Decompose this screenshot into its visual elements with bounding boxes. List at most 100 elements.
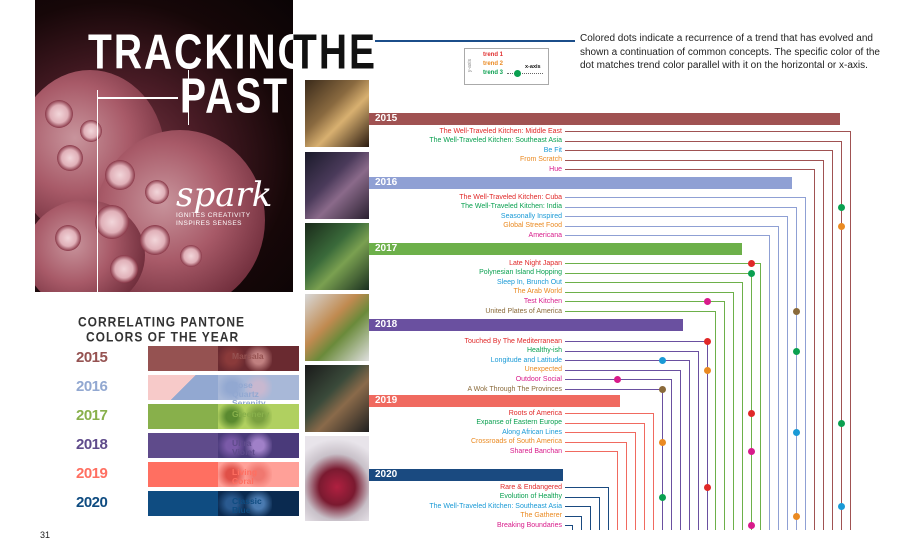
pantone-swatch (148, 375, 218, 400)
sucker-shape (180, 245, 202, 267)
pantone-photo-swatch (245, 433, 272, 458)
trend-connector (565, 225, 778, 227)
pantone-color-name: Classic Blue (232, 496, 262, 515)
trend-label: Healthy-ish (526, 347, 562, 355)
recurrence-dot (793, 429, 800, 437)
recurrence-dot (748, 260, 755, 267)
pantone-photo-swatch (245, 404, 272, 429)
pantone-photo-swatch (245, 462, 272, 487)
pantone-photo-swatch (245, 346, 272, 371)
recurrence-dot (748, 522, 755, 530)
trend-connector (565, 263, 760, 264)
trend-connector (565, 216, 787, 218)
recurrence-dot (838, 419, 845, 427)
trend-connector (565, 197, 805, 198)
legend-trend-1: trend 1 (483, 52, 504, 58)
trend-connector (565, 131, 850, 132)
trend-connector (565, 291, 733, 293)
page-title-tracking: TRACKING (88, 26, 310, 80)
pantone-year: 2016 (76, 378, 108, 395)
trend-label: The Well-Traveled Kitchen: Cuba (459, 193, 562, 201)
pantone-year: 2018 (76, 436, 108, 453)
trend-connector (565, 496, 599, 498)
pantone-photo-swatch (245, 491, 272, 516)
trend-connector (565, 301, 724, 303)
trend-vertical-line (671, 379, 672, 530)
pantone-title-line1: CORRELATING PANTONE (78, 313, 246, 330)
food-photo-2016 (305, 152, 369, 219)
trend-connector (565, 413, 653, 414)
recurrence-dot (793, 512, 800, 520)
trend-connector (565, 169, 814, 171)
trend-label: From Scratch (519, 156, 562, 164)
trend-vertical-line (626, 441, 627, 530)
trend-label: The Well-Traveled Kitchen: Southeast Asi… (429, 137, 562, 145)
pantone-swatch (148, 491, 218, 516)
trend-connector (565, 282, 742, 284)
timeline-year-label: 2017 (375, 243, 398, 254)
legend-dot (514, 70, 521, 77)
pantone-year: 2020 (76, 494, 108, 511)
pantone-swatch (148, 433, 218, 458)
recurrence-dot (704, 338, 711, 345)
trend-vertical-line (796, 206, 797, 530)
recurrence-dot (659, 438, 666, 446)
trend-vertical-line (715, 311, 716, 530)
trend-label: The Arab World (513, 288, 562, 296)
pantone-photo-swatch (272, 433, 299, 458)
recurrence-dot (704, 484, 711, 491)
trend-vertical-line (805, 197, 806, 530)
recurrence-dot (838, 203, 845, 211)
trend-label: Longitude and Latitude (490, 356, 562, 364)
trend-label: The Gatherer (520, 512, 562, 520)
trend-label: The Well-Traveled Kitchen: Middle East (439, 127, 562, 135)
trend-label: The Well-Traveled Kitchen: India (460, 203, 562, 211)
trend-connector (565, 360, 689, 362)
trend-vertical-line (769, 235, 770, 530)
pantone-photo-swatch (272, 404, 299, 429)
trend-vertical-line (581, 515, 582, 530)
recurrence-dot (838, 222, 845, 230)
trend-vertical-line (653, 413, 654, 530)
pantone-title: CORRELATING PANTONE COLORS OF THE YEAR (78, 313, 246, 345)
trend-label: Americana (528, 231, 562, 239)
food-photo-2018 (305, 294, 369, 361)
pantone-photo-swatch (218, 346, 245, 371)
trend-connector (565, 311, 715, 312)
trend-vertical-line (590, 506, 591, 530)
trend-label: Test Kitchen (523, 297, 562, 305)
recurrence-dot (748, 269, 755, 277)
title-rule (188, 70, 189, 125)
pantone-photo-swatch (218, 491, 245, 516)
legend-description: Colored dots indicate a recurrence of a … (580, 33, 880, 71)
trend-connector (565, 206, 796, 208)
pantone-color-name: Greenery (232, 409, 270, 419)
recurrence-dot (838, 503, 845, 511)
trend-vertical-line (787, 216, 788, 530)
trend-connector (565, 422, 644, 424)
pantone-year: 2019 (76, 465, 108, 482)
sucker-shape (45, 100, 73, 128)
trend-label: Crossroads of South America (470, 438, 562, 446)
pantone-swatch (148, 404, 218, 429)
pantone-photo-swatch (218, 433, 245, 458)
sucker-shape (145, 180, 169, 204)
trend-label: Rare & Endangered (500, 483, 562, 491)
trend-vertical-line (742, 282, 743, 530)
trend-label: Global Street Food (503, 222, 562, 230)
trend-vertical-line (760, 263, 761, 530)
legend-trend-2: trend 2 (483, 61, 504, 67)
trend-connector (565, 341, 707, 342)
food-photo-2019 (305, 365, 369, 432)
trend-connector (565, 515, 581, 517)
sucker-shape (80, 120, 102, 142)
recurrence-dot (659, 493, 666, 501)
trend-label: Shared Banchan (509, 447, 562, 455)
trend-label: Expanse of Eastern Europe (476, 419, 562, 427)
legend-key-box: y-axis trend 1 trend 2 trend 3 x-axis (464, 48, 549, 85)
trend-connector (565, 525, 572, 527)
page-title-the: THE (293, 26, 377, 80)
trend-label: Be Fit (543, 146, 562, 154)
trend-connector (565, 272, 751, 274)
pantone-photo-swatch (272, 375, 299, 400)
